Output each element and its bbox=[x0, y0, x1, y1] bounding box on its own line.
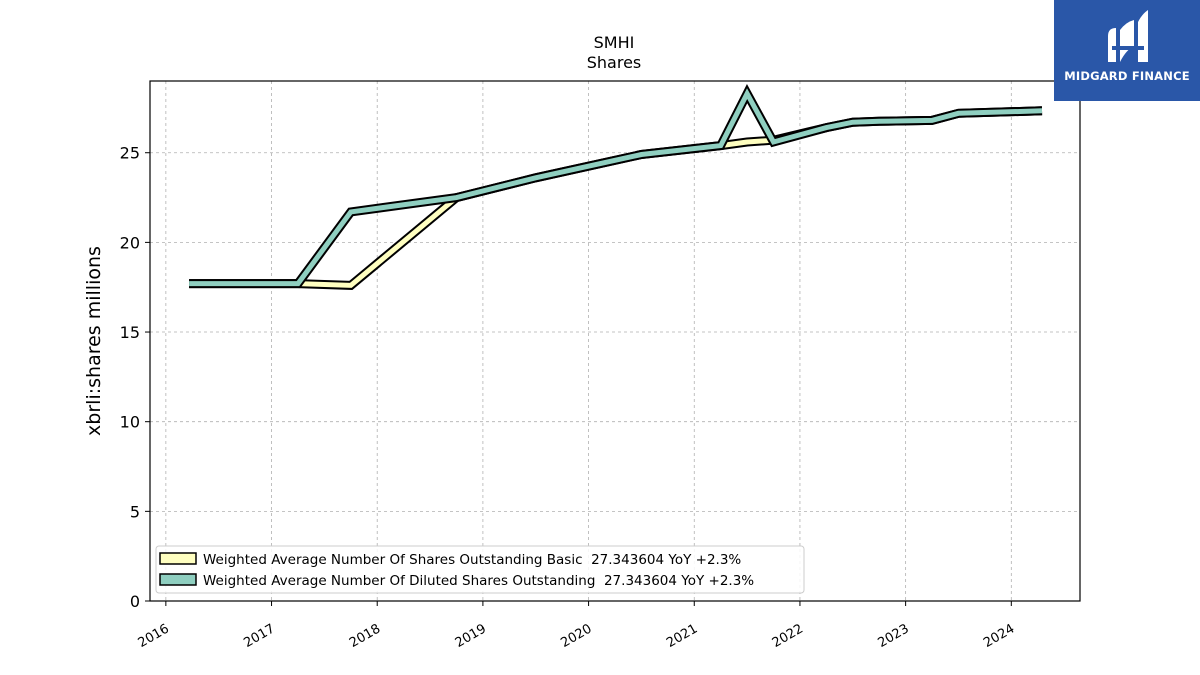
chart-title: SMHI bbox=[594, 33, 635, 52]
legend-swatch-diluted bbox=[159, 573, 197, 586]
logo-text: MIDGARD FINANCE bbox=[1064, 69, 1190, 83]
brand-logo: MIDGARD FINANCE bbox=[1054, 0, 1200, 101]
chart-subtitle: Shares bbox=[587, 53, 642, 72]
series-layer bbox=[189, 83, 1043, 290]
y-tick-label: 0 bbox=[130, 592, 140, 611]
y-tick-label: 5 bbox=[130, 502, 140, 521]
x-tick-label: 2021 bbox=[664, 621, 700, 651]
series-diluted bbox=[189, 83, 1043, 289]
x-tick-label: 2024 bbox=[981, 621, 1017, 651]
y-tick-label: 15 bbox=[120, 323, 140, 342]
legend-label-diluted: Weighted Average Number Of Diluted Share… bbox=[203, 573, 754, 589]
x-tick-label: 2022 bbox=[770, 621, 806, 651]
x-tick-label: 2016 bbox=[136, 621, 172, 651]
logo-mark-icon bbox=[1108, 10, 1148, 62]
legend-label-basic: Weighted Average Number Of Shares Outsta… bbox=[203, 552, 741, 568]
x-tick-label: 2023 bbox=[875, 621, 911, 651]
legend: Weighted Average Number Of Shares Outsta… bbox=[155, 545, 805, 594]
y-axis-label: xbrli:shares millions bbox=[83, 246, 105, 436]
plot-area-frame bbox=[149, 80, 1081, 602]
x-tick-label: 2018 bbox=[347, 621, 383, 651]
legend-swatch-basic bbox=[159, 552, 197, 565]
series-line bbox=[189, 88, 1043, 287]
y-tick-label: 10 bbox=[120, 413, 140, 432]
grid bbox=[150, 81, 1080, 601]
y-tick-label: 20 bbox=[120, 233, 140, 252]
x-tick-label: 2020 bbox=[558, 621, 594, 651]
legend-box bbox=[155, 545, 805, 594]
x-tick-label: 2019 bbox=[453, 621, 489, 651]
x-tick-label: 2017 bbox=[241, 621, 277, 651]
y-tick-label: 25 bbox=[120, 144, 140, 163]
